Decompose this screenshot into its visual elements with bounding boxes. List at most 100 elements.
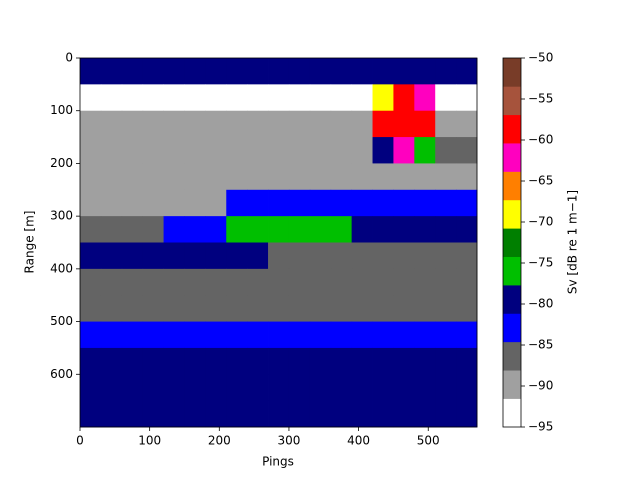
heatmap-cell <box>100 295 123 322</box>
heatmap-cell <box>268 347 290 375</box>
heatmap-cell <box>456 400 478 428</box>
heatmap-cell <box>268 163 290 191</box>
heatmap-cell <box>288 295 311 322</box>
heatmap-cell <box>372 84 394 112</box>
heatmap-cell <box>121 163 144 191</box>
heatmap-cell <box>80 347 102 375</box>
colorbar-band <box>503 285 521 314</box>
heatmap-cell <box>330 268 353 296</box>
heatmap-cell <box>184 216 206 243</box>
heatmap-cell <box>414 216 436 243</box>
colorbar-frame <box>502 57 522 428</box>
heatmap-cell <box>205 216 227 243</box>
heatmap-cell <box>80 400 102 428</box>
x-tick-label: 100 <box>138 434 161 448</box>
heatmap-cell <box>351 58 373 85</box>
heatmap-cell <box>247 295 269 322</box>
heatmap-cell <box>163 242 185 270</box>
heatmap-cell <box>205 295 227 322</box>
heatmap-cell <box>372 295 394 322</box>
x-tick-label: 200 <box>208 434 231 448</box>
heatmap-cell <box>80 110 102 138</box>
heatmap-cell <box>121 242 144 270</box>
heatmap-cell <box>226 321 248 349</box>
colorbar-band <box>503 228 521 257</box>
heatmap-cell <box>226 110 248 138</box>
heatmap-cell <box>184 58 206 85</box>
heatmap-cell <box>330 374 353 402</box>
heatmap-cell <box>414 110 436 138</box>
heatmap-cell <box>100 216 123 243</box>
heatmap-cell <box>100 242 123 270</box>
heatmap-cell <box>184 84 206 112</box>
heatmap-cell <box>163 216 185 243</box>
heatmap-cell <box>247 321 269 349</box>
y-tick-label: 500 <box>50 314 73 328</box>
heatmap-cell <box>393 295 415 322</box>
heatmap-cell <box>268 400 290 428</box>
heatmap-cell <box>205 163 227 191</box>
heatmap-cell <box>435 216 457 243</box>
heatmap-cell <box>247 163 269 191</box>
heatmap-cell <box>288 84 311 112</box>
heatmap-cell <box>247 58 269 85</box>
heatmap-cell <box>121 347 144 375</box>
colorbar-band <box>503 341 521 371</box>
heatmap-cell <box>163 374 185 402</box>
heatmap-cell <box>330 400 353 428</box>
heatmap-cell <box>330 163 353 191</box>
heatmap-cell <box>163 295 185 322</box>
heatmap-cell <box>163 347 185 375</box>
heatmap-cell <box>372 163 394 191</box>
heatmap-cell <box>247 268 269 296</box>
heatmap-cell <box>184 137 206 164</box>
heatmap-cell <box>100 84 123 112</box>
heatmap-cell <box>435 400 457 428</box>
heatmap-cell <box>309 321 332 349</box>
heatmap-cell <box>226 189 248 217</box>
x-tick-label: 500 <box>417 434 440 448</box>
heatmap-cell <box>456 268 478 296</box>
heatmap-cell <box>142 58 164 85</box>
heatmap-cell <box>121 84 144 112</box>
colorbar-band <box>503 143 521 172</box>
heatmap-cell <box>226 347 248 375</box>
heatmap-cell <box>142 189 164 217</box>
colorbar-band <box>503 86 521 116</box>
heatmap-cell <box>288 400 311 428</box>
heatmap-cell <box>226 163 248 191</box>
heatmap-cell <box>268 374 290 402</box>
heatmap-cell <box>393 242 415 270</box>
heatmap-cell <box>184 295 206 322</box>
heatmap-cell <box>80 295 102 322</box>
heatmap-cell <box>226 295 248 322</box>
heatmap-cell <box>372 374 394 402</box>
heatmap-cell <box>351 110 373 138</box>
heatmap-cell <box>393 268 415 296</box>
colorbar-tick-label: −85 <box>528 338 553 352</box>
heatmap-cell <box>205 110 227 138</box>
heatmap-cell <box>330 216 353 243</box>
heatmap-cell <box>288 189 311 217</box>
heatmap-cell <box>393 321 415 349</box>
heatmap-cell <box>330 137 353 164</box>
heatmap-cell <box>435 189 457 217</box>
heatmap-cell <box>80 163 102 191</box>
heatmap-cell <box>100 58 123 85</box>
y-tick-label: 100 <box>50 103 73 117</box>
heatmap-cell <box>142 374 164 402</box>
heatmap-cell <box>226 58 248 85</box>
heatmap-cell <box>184 242 206 270</box>
heatmap-cell <box>330 242 353 270</box>
heatmap-cell <box>414 321 436 349</box>
heatmap-cell <box>435 374 457 402</box>
heatmap-cell <box>309 137 332 164</box>
heatmap-cell <box>100 268 123 296</box>
heatmap-cell <box>351 321 373 349</box>
heatmap-cell <box>330 295 353 322</box>
heatmap-cell <box>414 295 436 322</box>
heatmap-cell <box>205 374 227 402</box>
heatmap-cell <box>309 347 332 375</box>
colorbar-band <box>503 313 521 343</box>
